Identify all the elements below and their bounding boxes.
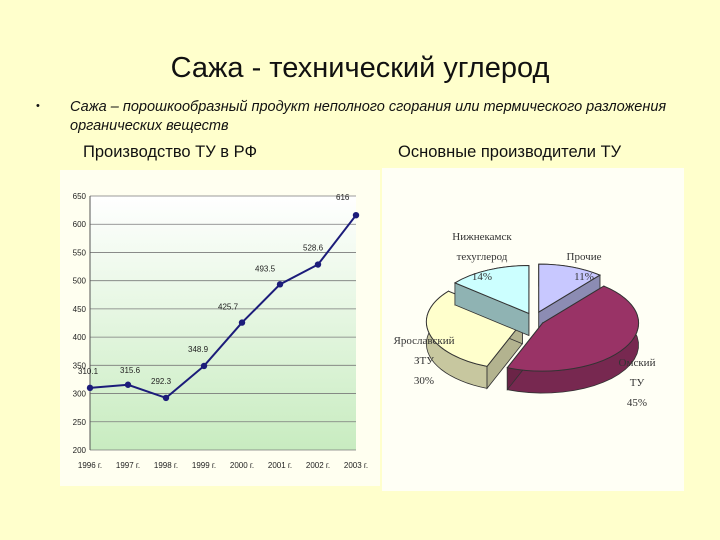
y-tick-label: 450 [73,305,87,314]
data-label: 315.6 [120,366,141,375]
x-tick-label: 2001 г. [268,461,292,470]
y-tick-label: 350 [73,361,87,370]
data-label: 292.3 [151,377,172,386]
x-tick-label: 2000 г. [230,461,254,470]
pie-chart-subtitle: Основные производители ТУ [398,143,622,161]
plot-area [90,196,356,450]
y-tick-label: 200 [73,446,87,455]
y-tick-label: 650 [73,192,87,201]
y-tick-label: 600 [73,220,87,229]
data-point [162,394,170,402]
pie-slice-label: Ярославский ЗТУ 30% [394,335,455,387]
data-label: 493.5 [255,264,276,273]
pie-slice [506,285,640,394]
y-tick-label: 300 [73,390,87,399]
x-tick-label: 2002 г. [306,461,330,470]
series-line [89,214,357,400]
x-tick-label: 1999 г. [192,461,216,470]
line-chart-subtitle: Производство ТУ в РФ [83,143,258,161]
pie-chart: Прочие 11% Омский ТУ 45% Ярославский ЗТУ 30% Ниж… [394,231,656,409]
data-point [276,281,284,288]
pie-slice-label: Нижнекамск техуглерод 14% [452,231,512,283]
slide-title: Сажа - технический углерод [170,52,550,84]
data-label: 616 [336,193,350,202]
data-point [238,319,246,326]
pie-slice-label: Прочие 11% [567,251,602,283]
line-chart: 200 250 300 350 400 450 500 550 600 650 1996 г. 19… [73,192,368,470]
data-point [352,211,360,219]
line-chart-panel: 200 250 300 350 400 450 500 550 600 650 1996 г. 19… [60,170,380,486]
bullet-text: Сажа – порошкообразный продукт неполного… [70,99,667,134]
data-point [86,384,94,392]
data-label: 348.9 [188,345,209,354]
data-label: 310.1 [78,367,99,376]
y-tick-label: 400 [73,333,87,342]
data-label: 528.6 [303,244,324,253]
y-tick-label: 250 [73,418,87,427]
x-tick-label: 1998 г. [154,461,178,470]
pie-chart-panel: Прочие 11% Омский ТУ 45% Ярославский ЗТУ 30% Ниж… [382,168,684,491]
data-point [124,381,132,388]
x-tick-label: 2003 г. [344,461,368,470]
y-tick-label: 500 [73,277,87,286]
x-tick-label: 1996 г. [78,461,102,470]
data-point [314,261,322,268]
pie-slice-label: Омский ТУ 45% [619,357,656,409]
data-point [200,362,208,370]
y-tick-label: 550 [73,248,87,257]
x-tick-label: 1997 г. [116,461,140,470]
bullet-marker: • [36,100,40,112]
data-label: 425.7 [218,303,239,312]
pie-slice [453,264,530,337]
